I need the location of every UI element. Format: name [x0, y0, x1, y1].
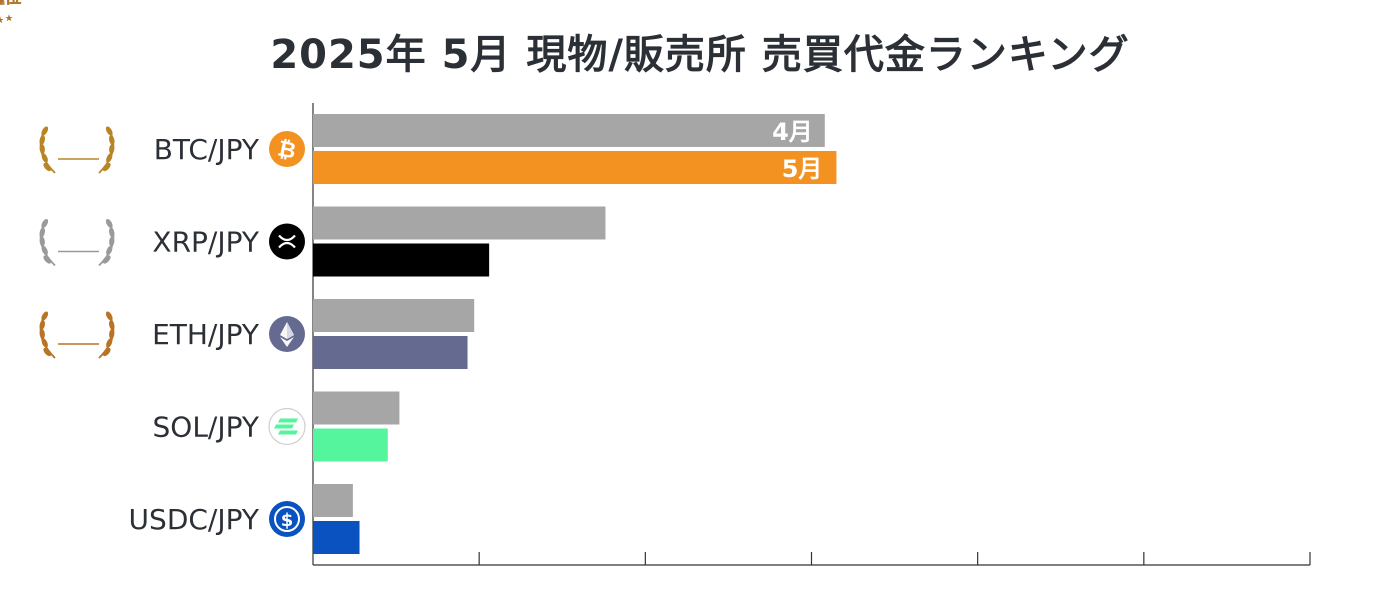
- bar-5月: [313, 243, 490, 277]
- star-icon: ★: [5, 14, 13, 24]
- bar-5月: [313, 336, 468, 369]
- svg-text:₿: ₿: [275, 136, 298, 164]
- star-icon: ★: [5, 14, 13, 24]
- ethereum-icon: [269, 316, 305, 352]
- svg-text:$: $: [281, 510, 294, 531]
- star-icon: ★: [5, 14, 13, 24]
- bar-5月: [313, 428, 388, 462]
- chart-title: 2025年 5月 現物/販売所 売買代金ランキング: [270, 32, 1130, 78]
- star-icon: ★: [0, 16, 4, 26]
- usdc-icon: $: [269, 501, 305, 537]
- bar-4月: [313, 299, 475, 332]
- rank-suffix: 位: [5, 0, 22, 8]
- rank-suffix: 位: [5, 0, 22, 8]
- rank-badge: [39, 126, 115, 174]
- bar-5月: [313, 521, 360, 554]
- rank-badge: [39, 311, 115, 359]
- solana-icon: [268, 407, 306, 446]
- bar-4月: [313, 391, 400, 425]
- bitcoin-icon: ₿: [269, 131, 305, 167]
- series-label: 4月: [772, 118, 813, 146]
- bar-4月: [313, 114, 825, 147]
- category-label: USDC/JPY: [129, 503, 260, 536]
- star-icon: ★: [0, 16, 4, 26]
- bar-4月: [313, 206, 606, 240]
- category-label: SOL/JPY: [153, 411, 260, 444]
- bar-4月: [313, 484, 353, 517]
- series-label: 5月: [782, 155, 823, 183]
- star-icon: ★: [0, 16, 4, 26]
- rank-number: 2: [0, 0, 6, 13]
- category-label: BTC/JPY: [154, 133, 260, 166]
- xrp-icon: [269, 223, 305, 260]
- category-label: XRP/JPY: [152, 226, 259, 259]
- rank-badge: [39, 218, 115, 267]
- bar-5月: [313, 151, 837, 184]
- rank-number: 3: [0, 0, 6, 13]
- rank-number: 1: [0, 0, 6, 13]
- rank-suffix: 位: [5, 0, 22, 8]
- category-label: ETH/JPY: [152, 318, 260, 351]
